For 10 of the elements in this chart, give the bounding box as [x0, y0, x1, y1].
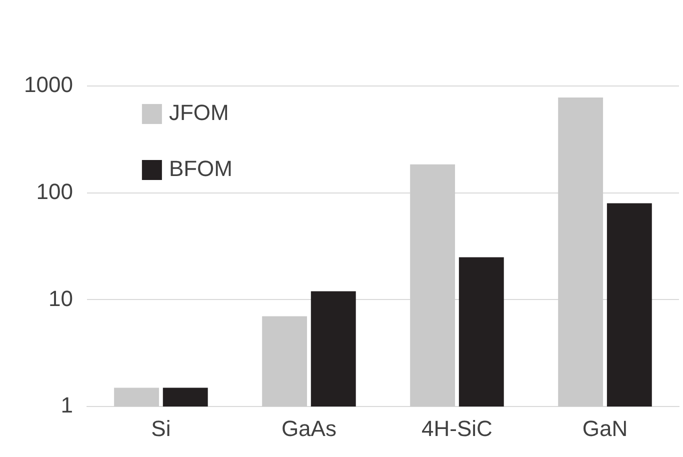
- x-tick-label: GaAs: [281, 416, 336, 441]
- x-tick-label: Si: [151, 416, 171, 441]
- legend-label: JFOM: [168, 100, 229, 126]
- x-tick-label: 4H-SiC: [422, 416, 493, 441]
- y-tick-label: 1000: [24, 72, 73, 98]
- legend-label: BFOM: [168, 156, 233, 182]
- y-tick-label: 100: [36, 178, 73, 204]
- x-tick-label: GaN: [582, 416, 628, 441]
- y-tick-label: 1: [60, 392, 73, 418]
- y-tick-label: 10: [48, 286, 73, 311]
